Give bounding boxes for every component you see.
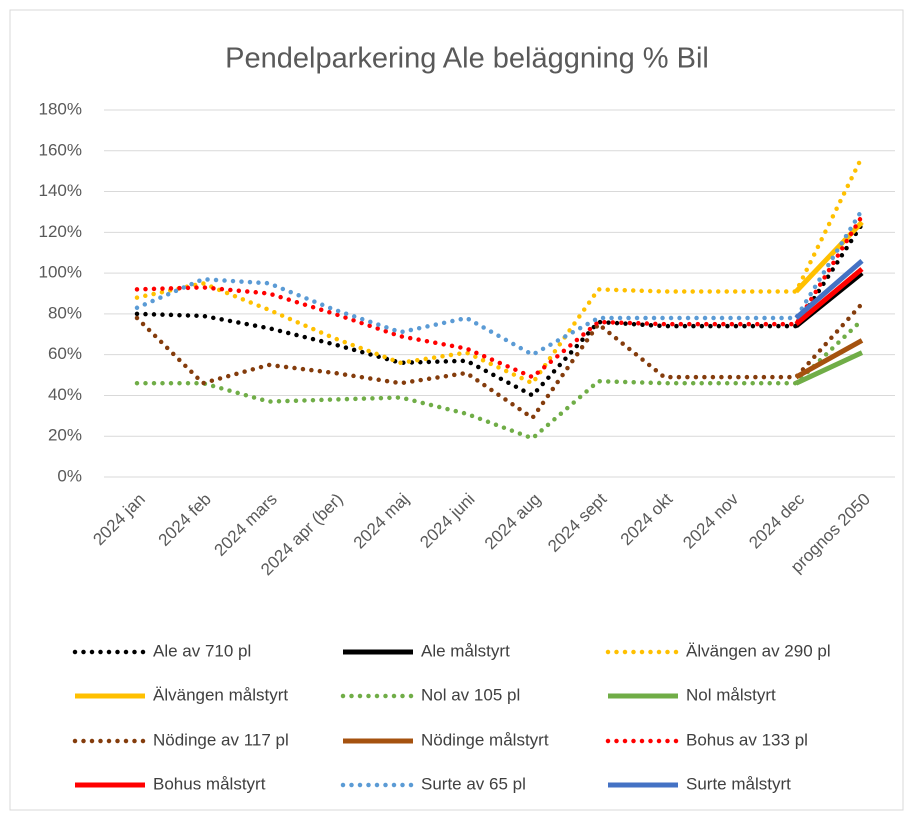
legend-label: Nol av 105 pl — [421, 685, 520, 704]
y-tick-label: 20% — [48, 426, 82, 445]
series-line — [794, 338, 864, 380]
legend-label: Nödinge målstyrt — [421, 730, 549, 749]
series-line — [134, 207, 865, 358]
series-line — [794, 267, 864, 327]
legend-label: Älvängen målstyrt — [153, 685, 288, 704]
series-line — [794, 259, 864, 320]
legend-label: Ale av 710 pl — [153, 641, 251, 660]
legend-label: Nol målstyrt — [686, 685, 776, 704]
legend-label: Ale målstyrt — [421, 641, 510, 660]
series-line — [134, 154, 865, 387]
y-tick-label: 60% — [48, 344, 82, 363]
y-tick-label: 180% — [39, 99, 82, 118]
chart-title: Pendelparkering Ale beläggning % Bil — [225, 43, 709, 75]
series-line — [134, 213, 865, 380]
y-tick-label: 140% — [39, 181, 82, 200]
y-tick-label: 160% — [39, 140, 82, 159]
series-line — [134, 221, 865, 399]
lines — [134, 154, 865, 441]
y-tick-label: 120% — [39, 222, 82, 241]
y-tick-label: 80% — [48, 303, 82, 322]
y-tick-label: 0% — [57, 466, 82, 485]
legend-label: Surte målstyrt — [686, 774, 791, 793]
series-line — [795, 350, 864, 386]
legend-label: Älvängen av 290 pl — [686, 641, 831, 660]
legend-label: Surte av 65 pl — [421, 774, 526, 793]
y-tick-label: 40% — [48, 385, 82, 404]
legend-label: Bohus av 133 pl — [686, 730, 808, 749]
legend-label: Bohus målstyrt — [153, 774, 266, 793]
series-line — [134, 301, 865, 422]
y-tick-label: 100% — [39, 263, 82, 282]
legend: Ale av 710 pl Ale målstyrt Älvängen av 290… — [72, 641, 831, 793]
legend-label: Nödinge av 117 pl — [153, 730, 289, 749]
